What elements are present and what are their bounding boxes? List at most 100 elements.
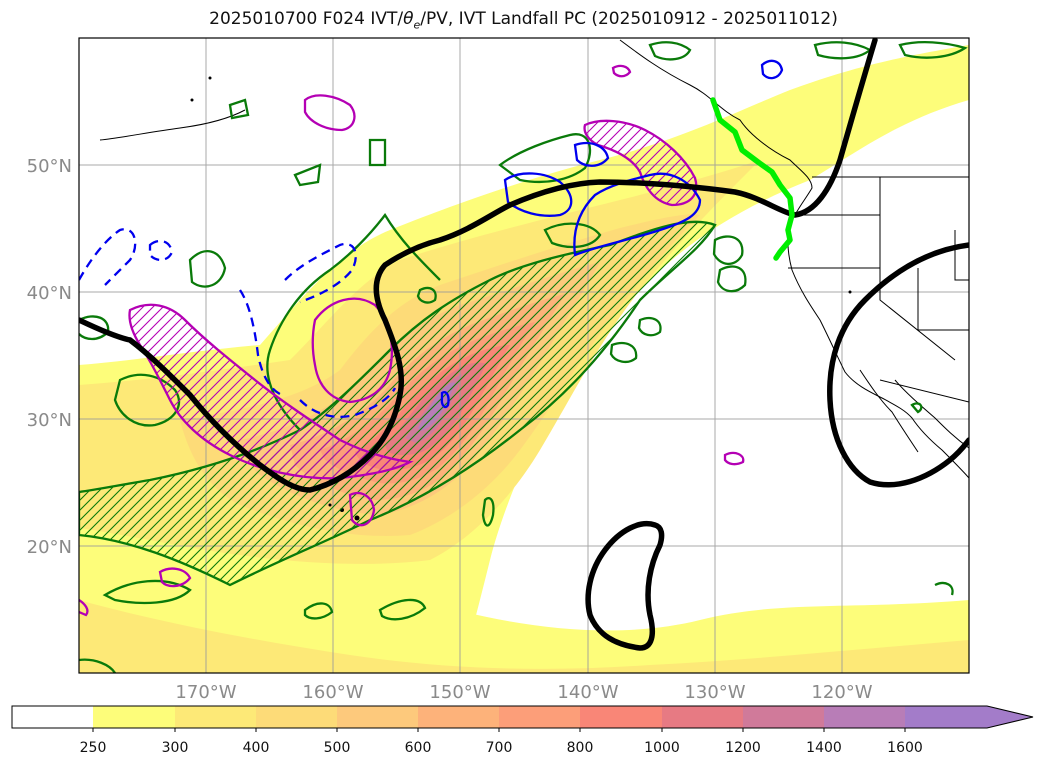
green-contour-ne-5 [898,41,968,59]
blue-dashed-central [239,289,283,397]
colorbar-segment-500 [337,706,418,728]
colorbar-segment-1400 [824,706,905,728]
colorbar-outline [11,705,1034,729]
lon-label-170w: 170°W [175,682,236,703]
colorbar-label-800: 800 [567,740,594,756]
colorbar-extend-arrow [987,706,1033,728]
green-contour-mid-2 [637,316,662,337]
colorbar-label-400: 400 [243,740,270,756]
green-contour-ne-3 [648,41,692,61]
pc-contour-south [585,521,665,651]
colorbar-label-1200: 1200 [725,740,761,756]
green-contour-south-3 [303,602,334,620]
pc-contours [79,38,969,651]
colorbar-ticks [92,728,906,732]
colorbar-segment-below-250 [12,706,93,728]
north-america-coast [619,39,969,479]
magenta-contour-small-2 [723,451,745,466]
green-contour-south-4 [481,497,495,527]
colorbar: 250 300 400 500 600 700 800 1000 1200 14… [11,705,1034,756]
blue-contours [79,59,784,419]
blue-contour-east [573,172,702,257]
blue-contour-north [573,141,610,167]
colorbar-segment-300 [175,706,256,728]
green-contour-south-1 [102,579,192,605]
lat-label-40n: 40°N [27,283,72,304]
blue-dashed-west-2 [148,239,174,262]
latitude-labels: 50°N 40°N 30°N 20°N [27,156,72,558]
magenta-contour-small-1 [158,567,192,588]
green-contour-sw [79,658,116,673]
ivt-band-250-lower [79,520,969,673]
magenta-contour-ne-small [611,64,632,78]
lat-label-50n: 50°N [27,156,72,177]
state-line-nv-az [917,268,969,331]
coastlines [99,39,969,479]
pc-contour-east [827,242,969,488]
pc-contour-main [79,38,878,493]
magenta-contour-central [311,297,394,404]
alaska-coast [99,109,246,141]
colorbar-label-500: 500 [324,740,351,756]
colorbar-label-700: 700 [486,740,513,756]
map-frame [78,37,970,674]
title-suffix: /PV, IVT Landfall PC (2025010912 - 20250… [420,9,838,29]
blue-contour-northeast [503,172,573,217]
colorbar-label-1400: 1400 [806,740,842,756]
state-line-ca-nv [879,268,956,361]
map-title: 2025010700 F024 IVT/θe/PV, IVT Landfall … [0,9,1047,31]
magenta-contour-small-3 [79,599,89,617]
colorbar-label-1600: 1600 [887,740,923,756]
green-contour-ne-1 [498,133,592,184]
landfall-line [710,97,795,261]
magenta-contour-north [303,94,356,132]
map-panel [79,38,969,673]
aleutian-island-2 [208,76,212,80]
green-contour-north-3 [228,98,250,120]
colorbar-segment-400 [256,706,337,728]
baja-peninsula [859,369,919,453]
colorbar-segment-600 [418,706,499,728]
channel-island [848,290,852,294]
lat-label-20n: 20°N [27,537,72,558]
green-contour-far-east [934,581,954,596]
title-prefix: 2025010700 F024 IVT/ [209,9,404,29]
lon-label-130w: 130°W [684,682,745,703]
blue-dashed-south [299,387,397,419]
colorbar-label-1000: 1000 [644,740,680,756]
colorbar-segment-1000 [662,706,743,728]
green-contour-northwest [188,250,227,288]
magenta-contour-south [348,491,376,527]
colorbar-segment-1600 [905,706,987,728]
green-contour-east-coast [910,402,923,414]
blue-dashed-west [79,228,137,286]
title-theta: θ [403,9,414,29]
gulf-of-california [894,379,969,449]
colorbar-label-250: 250 [80,740,107,756]
green-contour-east-2 [716,265,747,293]
longitude-labels: 170°W 160°W 150°W 140°W 130°W 120°W [175,682,872,703]
colorbar-segment-800 [580,706,662,728]
lon-label-140w: 140°W [557,682,618,703]
lat-label-30n: 30°N [27,410,72,431]
colorbar-segment-250 [93,706,175,728]
colorbar-label-600: 600 [405,740,432,756]
lon-label-120w: 120°W [811,682,872,703]
colorbar-label-300: 300 [162,740,189,756]
lon-label-160w: 160°W [302,682,363,703]
green-contour-mid-3 [416,286,437,304]
us-mexico-border [879,379,969,403]
green-contour-central [266,212,441,431]
colorbar-segment-1200 [743,706,824,728]
blue-dashed-central-2 [284,242,357,304]
green-contour-north-1 [368,138,387,167]
green-contour-mid-1 [609,341,638,364]
colorbar-segment-700 [499,706,580,728]
green-contour-east-1 [712,235,744,266]
green-contour-ne-2 [543,222,602,249]
lon-label-150w: 150°W [429,682,490,703]
ivt-band-300-lower [79,600,969,673]
title-theta-subscript: e [413,18,421,32]
green-contour-north-2 [293,163,322,187]
